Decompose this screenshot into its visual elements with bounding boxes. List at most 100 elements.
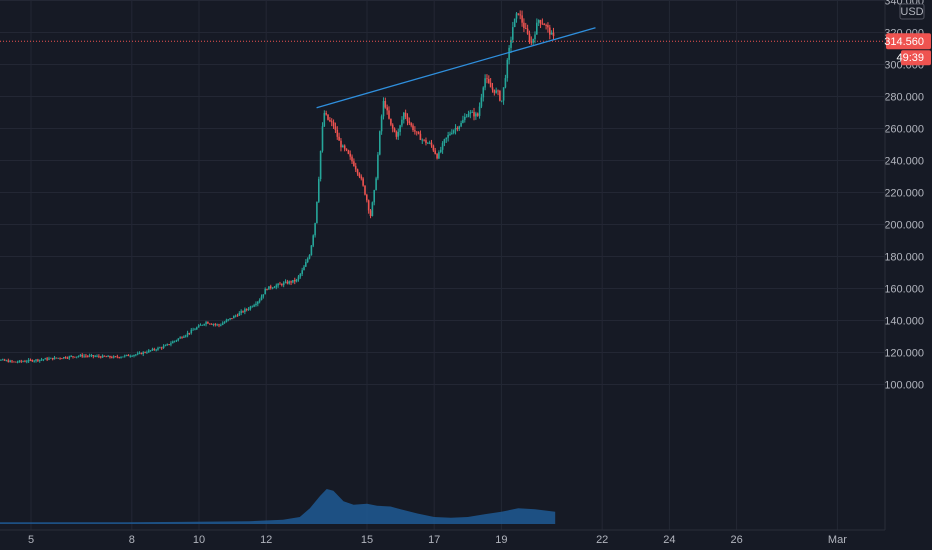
candle-body (99, 356, 102, 358)
candle-body (436, 153, 438, 159)
x-tick-label: 15 (361, 534, 373, 546)
candle-body (282, 282, 285, 286)
x-tick-label: 12 (260, 534, 272, 546)
candle-body (380, 116, 383, 132)
candle-body (240, 311, 242, 313)
candle-body (214, 324, 217, 325)
candle-body (184, 335, 187, 337)
candle-body (349, 153, 351, 157)
candle-body (414, 130, 416, 132)
candle-body (502, 87, 505, 101)
candle-body (438, 152, 440, 159)
candle-body (168, 344, 170, 345)
candle-body (393, 128, 396, 132)
candle-body (462, 119, 464, 123)
candle-body (209, 323, 211, 325)
candle-body (269, 286, 272, 288)
candle-body (262, 294, 265, 297)
trendline[interactable] (316, 27, 596, 109)
candle-body (164, 345, 167, 347)
candle-body (530, 41, 533, 43)
candle-body (478, 106, 481, 116)
candle-body (480, 97, 483, 107)
candle-body (362, 178, 364, 186)
candle-body (216, 324, 218, 326)
candle-body (347, 150, 350, 154)
x-tick-label: 19 (495, 534, 507, 546)
candle-body (469, 112, 472, 114)
candle-body (271, 287, 274, 289)
candle-body (94, 356, 96, 357)
candle-body (251, 306, 254, 308)
candle-body (75, 356, 78, 358)
candle-body (111, 357, 113, 359)
candle-body (0, 359, 2, 361)
volume-area-shape (0, 489, 556, 524)
candle-body (500, 100, 503, 102)
currency-label[interactable]: USD (900, 6, 923, 18)
candle-body (447, 135, 449, 138)
candle-body (9, 360, 11, 363)
candle-body (467, 113, 470, 117)
candle-body (295, 279, 298, 282)
candle-body (391, 124, 394, 129)
candle-body (452, 130, 455, 133)
candle-body (519, 14, 521, 16)
candle-body (125, 354, 128, 356)
candle-body (427, 143, 429, 144)
candle-body (356, 169, 359, 174)
y-tick-label: 240.000 (884, 156, 924, 168)
candle-body (22, 361, 24, 363)
candle-body (493, 89, 496, 93)
candle-body (120, 357, 122, 358)
candle-body (88, 355, 91, 357)
candle-body (336, 129, 339, 137)
candle-body (220, 324, 222, 326)
candle-body (499, 91, 501, 101)
candle-body (510, 39, 512, 48)
candle-body (105, 356, 108, 358)
candle-body (305, 262, 307, 267)
candle-body (550, 32, 553, 35)
candle-body (525, 28, 527, 29)
candle-body (160, 347, 163, 349)
candle-body (373, 190, 375, 203)
candle-body (221, 323, 224, 325)
candle-body (188, 332, 191, 334)
candle-body (242, 311, 244, 313)
candle-body (417, 132, 420, 134)
candle-body (412, 125, 414, 131)
last-price-badge (886, 33, 931, 50)
candle-body (314, 223, 316, 236)
candle-body (491, 87, 494, 90)
candle-body (297, 276, 300, 280)
candle-body (27, 359, 30, 362)
candle-body (190, 329, 193, 333)
price-series (0, 10, 885, 364)
candle-body (410, 123, 412, 126)
candle-body (123, 355, 126, 357)
candle-body (186, 332, 189, 336)
candle-body (151, 348, 154, 351)
candle-body (312, 235, 314, 246)
trendline-layer[interactable] (316, 27, 596, 109)
candle-body (323, 113, 326, 127)
candle-body (149, 350, 152, 352)
candle-body (382, 101, 385, 117)
candle-body (18, 360, 21, 362)
candle-body (488, 79, 490, 83)
candle-body (210, 323, 213, 325)
candle-body (299, 273, 302, 277)
x-tick-label: 26 (730, 534, 742, 546)
candle-body (227, 319, 229, 321)
candle-body (395, 131, 398, 137)
candle-body (532, 39, 534, 43)
currency-badge[interactable] (899, 3, 925, 20)
candle-body (351, 156, 353, 162)
last-price-label: 314.560 (884, 36, 924, 48)
candle-body (371, 202, 374, 216)
y-tick-label: 280.000 (884, 92, 924, 104)
candle-body (506, 59, 509, 79)
